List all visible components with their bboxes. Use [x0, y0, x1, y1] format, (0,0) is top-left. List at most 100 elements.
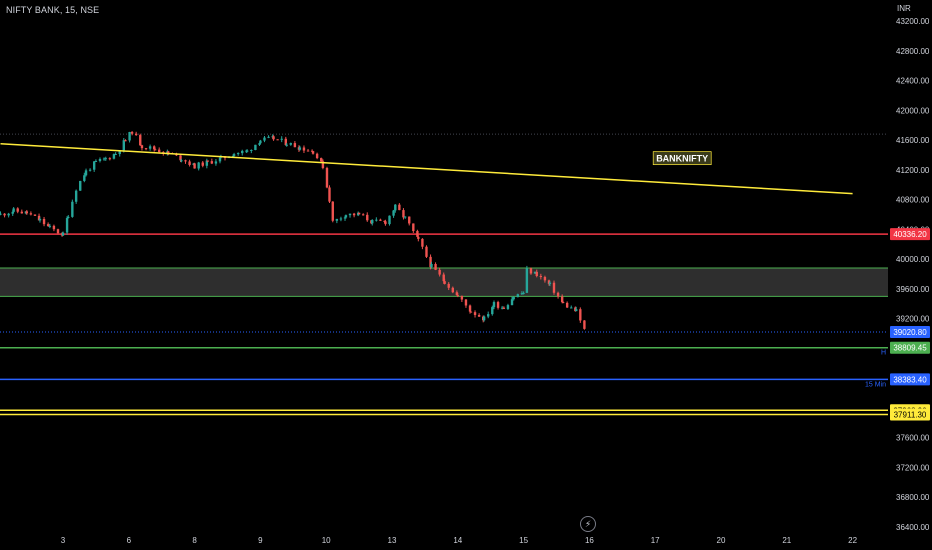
candle-body[interactable] [328, 187, 331, 202]
candle-body[interactable] [12, 208, 15, 212]
price-tag[interactable] [890, 341, 930, 354]
candle-body[interactable] [502, 307, 506, 309]
candle-body[interactable] [473, 312, 477, 315]
candle-body[interactable] [184, 160, 187, 162]
candle-body[interactable] [398, 204, 401, 211]
candle-body[interactable] [306, 150, 310, 152]
candle-body[interactable] [98, 159, 102, 161]
candle-body[interactable] [469, 311, 473, 313]
candle-body[interactable] [276, 139, 279, 141]
price-tag[interactable] [890, 325, 930, 338]
candle-body[interactable] [20, 211, 24, 214]
candle-body[interactable] [455, 292, 459, 296]
candle-body[interactable] [37, 215, 41, 221]
candle-body[interactable] [92, 161, 96, 170]
candle-body[interactable] [3, 213, 6, 216]
candle-body[interactable] [29, 213, 33, 215]
candle-body[interactable] [130, 132, 134, 134]
candle-body[interactable] [464, 299, 468, 306]
candle-body[interactable] [311, 151, 315, 154]
candle-body[interactable] [108, 158, 112, 160]
candle-body[interactable] [298, 147, 302, 150]
candle-body[interactable] [205, 160, 209, 166]
candle-body[interactable] [451, 287, 454, 293]
candle-body[interactable] [412, 223, 415, 231]
candle-body[interactable] [250, 149, 253, 151]
candle-body[interactable] [402, 210, 405, 218]
candle-body[interactable] [357, 212, 361, 215]
candle-body[interactable] [375, 219, 378, 221]
candle-body[interactable] [547, 280, 551, 284]
candle-body[interactable] [394, 204, 397, 211]
candle-body[interactable] [118, 150, 121, 155]
candle-body[interactable] [83, 175, 86, 181]
candle-body[interactable] [319, 158, 323, 162]
candle-body[interactable] [272, 136, 275, 140]
candle-body[interactable] [246, 150, 249, 152]
candle-body[interactable] [144, 148, 148, 150]
candle-body[interactable] [535, 271, 538, 276]
candle-body[interactable] [496, 302, 500, 308]
candle-body[interactable] [543, 277, 547, 281]
candle-body[interactable] [61, 232, 65, 236]
candle-body[interactable] [379, 219, 382, 221]
candle-body[interactable] [434, 263, 437, 270]
candle-body[interactable] [331, 201, 334, 221]
candle-body[interactable] [102, 158, 106, 160]
candle-body[interactable] [16, 208, 19, 212]
candle-body[interactable] [560, 296, 564, 303]
candle-body[interactable] [56, 229, 60, 234]
candle-body[interactable] [25, 211, 29, 214]
candle-body[interactable] [140, 145, 144, 149]
candle-body[interactable] [477, 314, 481, 317]
candle-body[interactable] [429, 256, 432, 268]
candle-body[interactable] [548, 282, 552, 284]
candle-body[interactable] [289, 143, 292, 145]
candle-body[interactable] [339, 218, 343, 220]
banknifty-label[interactable]: BANKNIFTY [656, 154, 708, 164]
candle-body[interactable] [104, 158, 107, 160]
candle-body[interactable] [38, 218, 42, 221]
candle-body[interactable] [285, 144, 288, 146]
candle-body[interactable] [442, 274, 445, 282]
candle-body[interactable] [206, 160, 209, 162]
candle-body[interactable] [112, 154, 116, 159]
candle-body[interactable] [533, 271, 537, 274]
candle-body[interactable] [214, 161, 218, 164]
candle-body[interactable] [371, 219, 374, 224]
candle-body[interactable] [522, 292, 525, 294]
candle-body[interactable] [417, 236, 420, 239]
candle-body[interactable] [556, 292, 560, 297]
candle-body[interactable] [552, 282, 556, 293]
candle-body[interactable] [114, 154, 117, 156]
candle-body[interactable] [0, 213, 2, 215]
candle-body[interactable] [218, 157, 222, 162]
banknifty-label-box[interactable] [652, 151, 712, 166]
candle-body[interactable] [128, 132, 131, 141]
candle-body[interactable] [293, 143, 297, 148]
candle-body[interactable] [438, 269, 441, 275]
candle-body[interactable] [71, 201, 74, 217]
candle-body[interactable] [74, 190, 78, 202]
candle-body[interactable] [259, 140, 262, 144]
candle-body[interactable] [565, 302, 569, 308]
candle-body[interactable] [403, 216, 407, 218]
candle-body[interactable] [561, 302, 565, 304]
candle-body[interactable] [583, 320, 586, 329]
candle-body[interactable] [48, 225, 52, 227]
candle-body[interactable] [443, 281, 446, 284]
candle-body[interactable] [152, 146, 156, 150]
candle-body[interactable] [384, 221, 387, 225]
candle-body[interactable] [267, 136, 270, 138]
candle-body[interactable] [520, 293, 524, 295]
candle-body[interactable] [348, 213, 352, 216]
candle-body[interactable] [258, 143, 261, 145]
candle-body[interactable] [482, 316, 486, 321]
candle-body[interactable] [280, 138, 283, 140]
candle-body[interactable] [315, 153, 319, 159]
candle-body[interactable] [124, 140, 127, 142]
candle-body[interactable] [468, 305, 472, 312]
candle-body[interactable] [122, 140, 125, 151]
candle-body[interactable] [263, 137, 266, 141]
